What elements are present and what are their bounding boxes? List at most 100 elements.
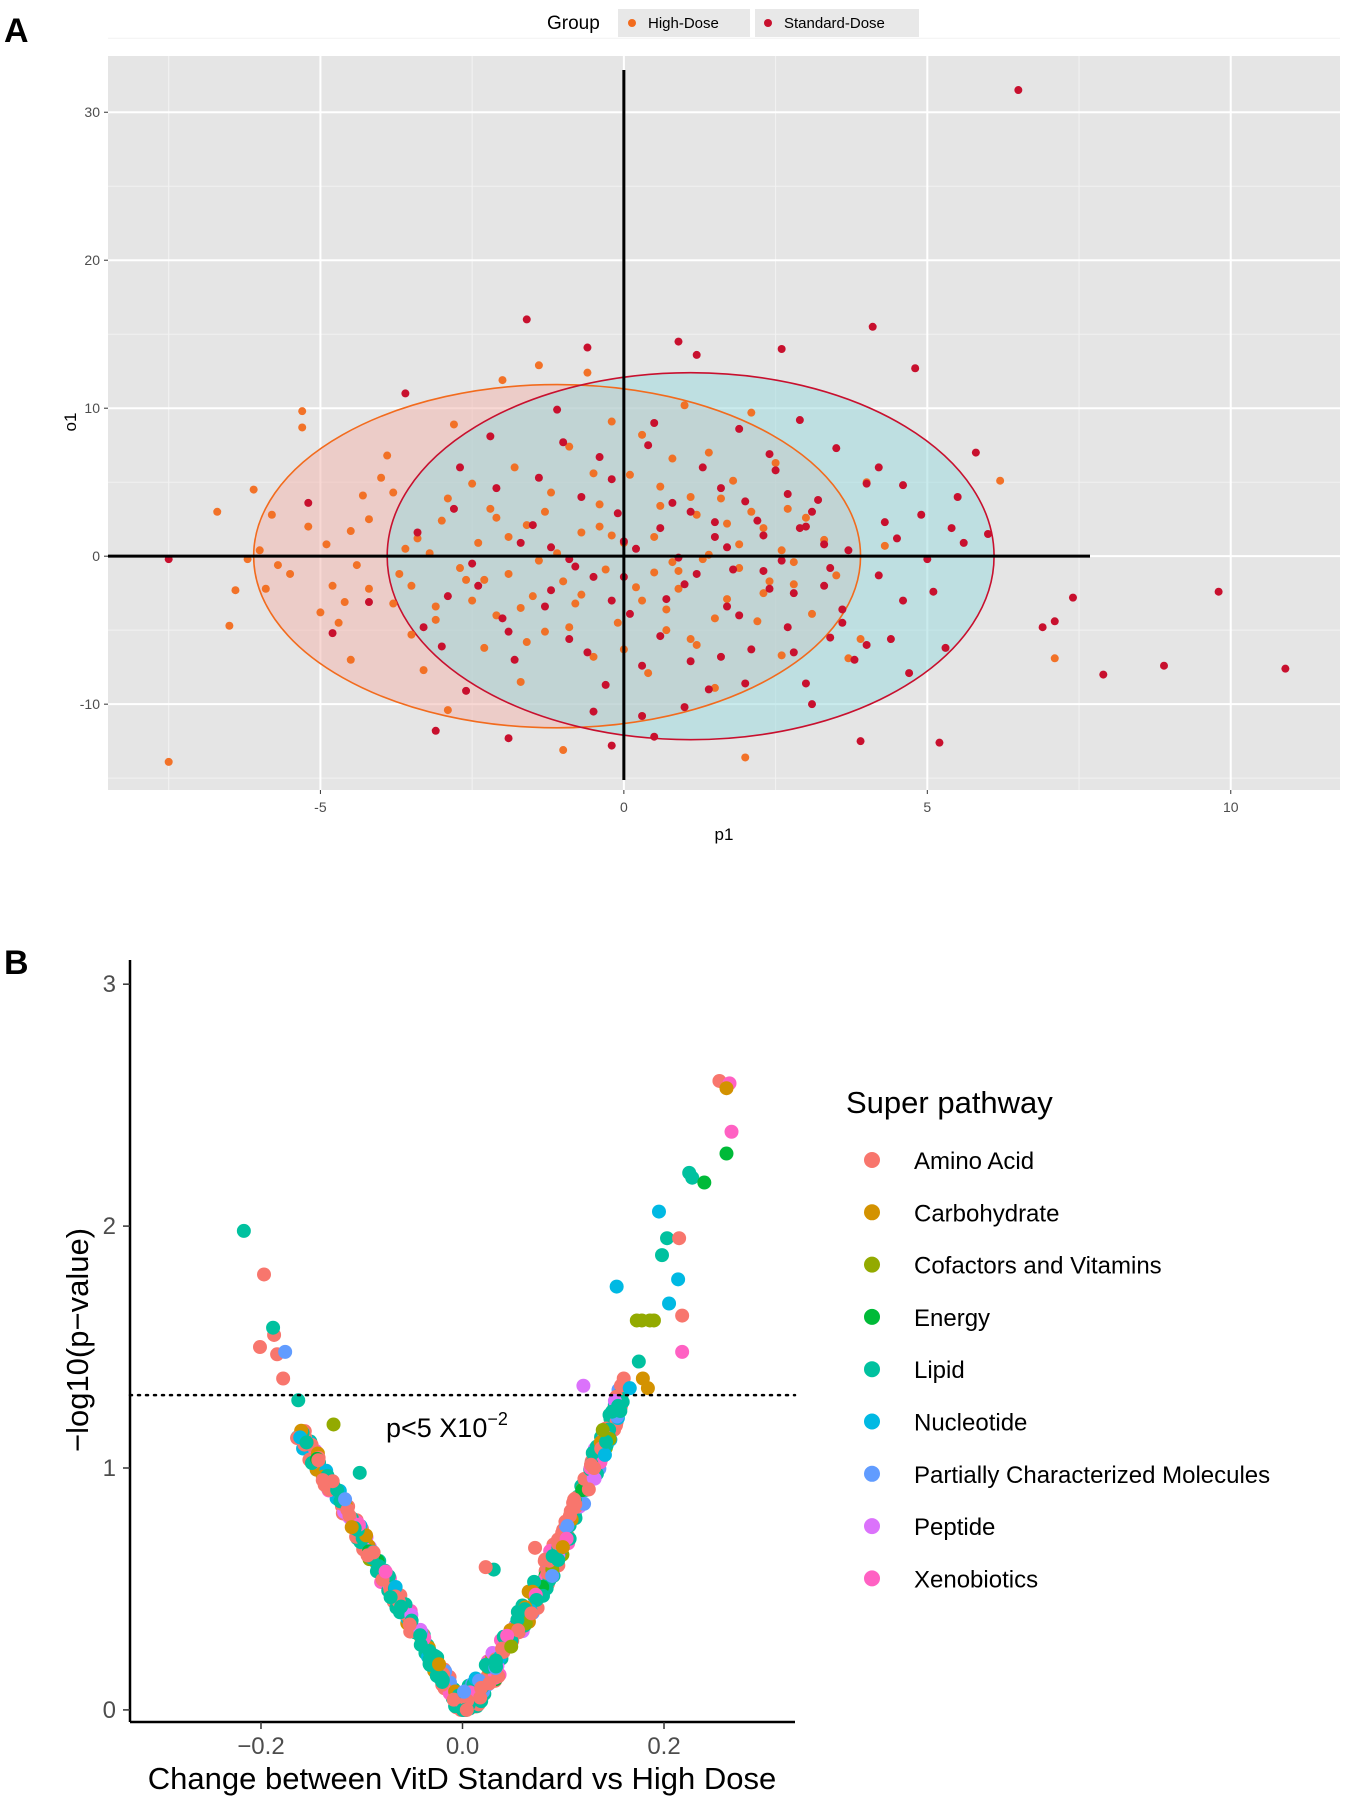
- point-high-dose: [492, 513, 501, 522]
- point-high-dose: [407, 630, 416, 639]
- point-nucleotide: [662, 1296, 677, 1311]
- point-high-dose: [565, 623, 574, 632]
- point-high-dose: [662, 605, 671, 614]
- point-high-dose: [668, 558, 677, 567]
- point-high-dose: [504, 532, 513, 541]
- point-standard-dose: [522, 315, 531, 324]
- point-standard-dose: [874, 571, 883, 580]
- point-standard-dose: [1014, 86, 1023, 95]
- plot-a-points: [164, 86, 1290, 766]
- point-standard-dose: [899, 481, 908, 490]
- point-high-dose: [710, 614, 719, 623]
- point-nucleotide: [651, 1204, 666, 1219]
- point-standard-dose: [553, 405, 562, 414]
- point-xenobiotics: [500, 1628, 515, 1643]
- point-high-dose: [710, 683, 719, 692]
- point-amino-acid: [511, 1623, 526, 1638]
- point-high-dose: [286, 569, 295, 578]
- point-xenobiotics: [378, 1564, 393, 1579]
- point-amino-acid: [459, 1702, 474, 1717]
- point-standard-dose: [716, 652, 725, 661]
- point-high-dose: [789, 580, 798, 589]
- point-standard-dose: [971, 448, 980, 457]
- plot-b-axes: [128, 960, 795, 1724]
- point-lipid: [655, 1248, 669, 1263]
- point-standard-dose: [820, 581, 829, 590]
- point-standard-dose: [789, 589, 798, 598]
- point-amino-acid: [528, 1540, 543, 1555]
- point-standard-dose: [741, 679, 750, 688]
- point-carbohydrate: [555, 1540, 570, 1555]
- point-high-dose: [656, 501, 665, 510]
- point-high-dose: [662, 626, 671, 635]
- point-high-dose: [583, 368, 592, 377]
- plot-a-reference-lines: [108, 70, 1090, 780]
- y-axis-title-a: o1: [61, 413, 80, 432]
- point-standard-dose: [571, 562, 580, 571]
- point-standard-dose: [504, 734, 513, 743]
- point-high-dose: [516, 603, 525, 612]
- legend-dot-xenobiotics: [864, 1570, 880, 1587]
- point-standard-dose: [492, 484, 501, 493]
- point-xenobiotics: [675, 1344, 690, 1359]
- point-amino-acid: [672, 1231, 687, 1246]
- legend-label-partially-characterized-molecules: Partially Characterized Molecules: [914, 1462, 1270, 1489]
- point-high-dose: [832, 571, 841, 580]
- point-partially-characterized-molecules: [338, 1492, 353, 1507]
- legend-label-xenobiotics: Xenobiotics: [914, 1566, 1038, 1593]
- point-standard-dose: [449, 504, 458, 513]
- point-high-dose: [261, 584, 270, 593]
- point-standard-dose: [826, 633, 835, 642]
- point-standard-dose: [504, 627, 513, 636]
- point-standard-dose: [820, 540, 829, 549]
- point-high-dose: [759, 589, 768, 598]
- point-high-dose: [504, 569, 513, 578]
- point-standard-dose: [680, 703, 689, 712]
- x-tick-label: -5: [314, 799, 327, 815]
- point-standard-dose: [692, 569, 701, 578]
- point-peptide: [576, 1378, 591, 1393]
- point-high-dose: [449, 420, 458, 429]
- x-tick-label: 10: [1223, 799, 1239, 815]
- point-high-dose: [765, 577, 774, 586]
- point-high-dose: [747, 408, 756, 417]
- point-lipid: [529, 1592, 544, 1607]
- point-high-dose: [304, 522, 313, 531]
- point-high-dose: [468, 596, 477, 605]
- point-high-dose: [510, 463, 519, 472]
- point-high-dose: [547, 488, 556, 497]
- point-standard-dose: [801, 522, 810, 531]
- point-standard-dose: [589, 707, 598, 716]
- legend-label-energy: Energy: [914, 1305, 990, 1332]
- point-high-dose: [571, 599, 580, 608]
- point-standard-dose: [607, 596, 616, 605]
- point-high-dose: [456, 564, 464, 573]
- point-high-dose: [346, 527, 355, 536]
- plot-b-points: [236, 1073, 739, 1717]
- point-high-dose: [559, 746, 568, 755]
- point-standard-dose: [795, 416, 804, 425]
- point-high-dose: [419, 666, 428, 675]
- point-high-dose: [492, 611, 501, 620]
- point-high-dose: [401, 544, 410, 553]
- legend-item-bg-high-dose: [618, 9, 750, 37]
- point-standard-dose: [674, 337, 683, 346]
- legend-label-standard-dose: Standard-Dose: [784, 15, 885, 32]
- point-amino-acid: [342, 1508, 357, 1523]
- point-amino-acid: [366, 1545, 381, 1560]
- point-lipid: [488, 1653, 503, 1668]
- point-standard-dose: [814, 495, 823, 504]
- point-standard-dose: [583, 343, 592, 352]
- point-nucleotide: [622, 1381, 637, 1396]
- point-high-dose: [595, 522, 604, 531]
- point-amino-acid: [315, 1473, 330, 1488]
- x-tick-label: 5: [923, 799, 931, 815]
- point-lipid: [291, 1393, 306, 1408]
- point-standard-dose: [692, 350, 701, 359]
- point-high-dose: [607, 531, 616, 540]
- point-standard-dose: [826, 564, 835, 573]
- point-high-dose: [534, 556, 543, 565]
- point-standard-dose: [801, 679, 810, 688]
- legend-label-amino-acid: Amino Acid: [914, 1148, 1034, 1175]
- legend-title: Group: [547, 13, 600, 34]
